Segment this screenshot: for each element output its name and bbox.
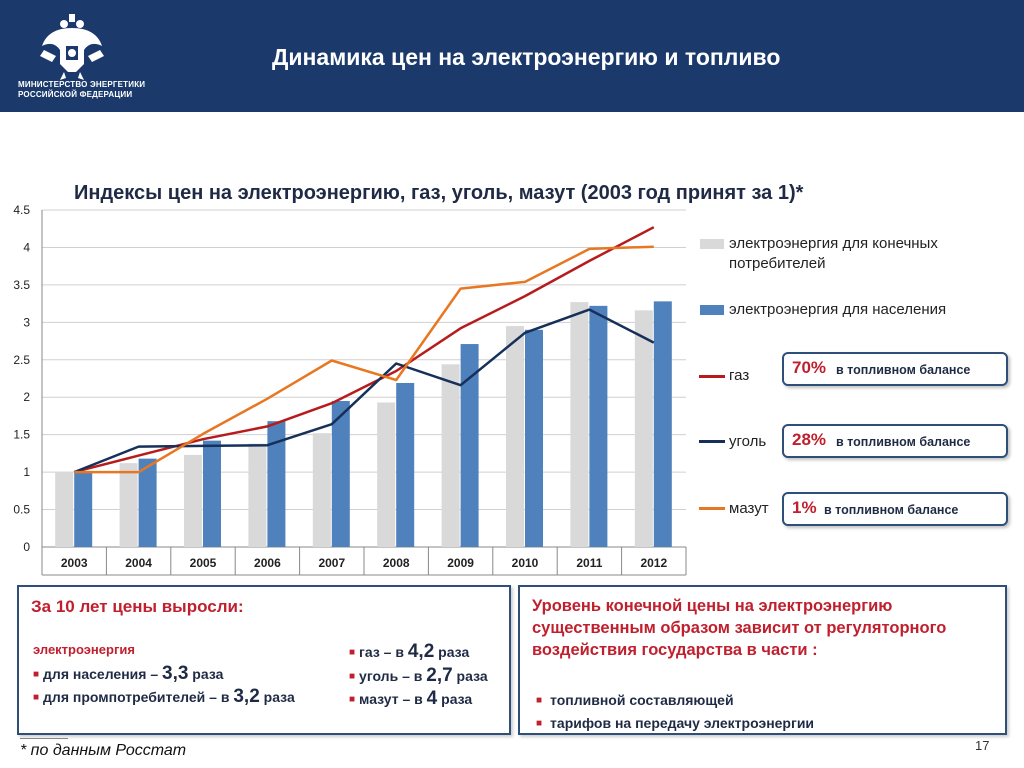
y-tick-label: 0.5 <box>13 503 30 517</box>
price-index-chart: 0 0.5 1 1.5 2 2.5 3 3.5 4 4.5 2003 2004 2005 2006 2007… <box>13 203 687 576</box>
x-tick-label: 2004 <box>125 556 152 570</box>
footnote-divider <box>20 738 68 739</box>
growth-item-fuel-oil: ■ мазут – в 4 раза <box>349 688 473 709</box>
y-tick-label: 3.5 <box>13 278 30 292</box>
x-tick-label: 2005 <box>190 556 217 570</box>
y-tick-label: 0 <box>23 540 30 554</box>
gas-share-box: 70% в топливном балансе <box>782 352 1008 386</box>
bar-end-consumers <box>377 402 396 547</box>
y-tick-label: 2.5 <box>13 353 30 367</box>
bullet-icon: ■ <box>536 695 543 706</box>
y-tick-label: 3 <box>23 315 30 329</box>
legend-population: электроэнергия для населения <box>729 301 947 318</box>
y-tick-label: 1.5 <box>13 428 30 442</box>
bar-end-consumers <box>312 433 331 547</box>
legend-swatch-fuel-oil <box>699 507 725 510</box>
electricity-subtitle: электроэнергия <box>33 642 135 657</box>
price-growth-panel: За 10 лет цены выросли: электроэнергия ■… <box>17 585 511 735</box>
legend-swatch-coal <box>699 440 725 443</box>
gas-share-pct: 70% <box>792 358 827 377</box>
bar-population <box>525 329 543 547</box>
x-tick-label: 2009 <box>447 556 474 570</box>
line-fuel-oil <box>74 245 654 474</box>
regulation-item-transmission: ■ тарифов на передачу электроэнергии <box>536 715 815 731</box>
x-tick-label: 2007 <box>318 556 345 570</box>
y-tick-label: 4.5 <box>13 203 30 217</box>
legend-swatch-gas <box>699 375 725 378</box>
bar-population <box>396 382 415 547</box>
fuel-oil-share-pct: 1% <box>792 498 817 517</box>
bar-end-consumers <box>184 454 202 547</box>
coal-share-box: 28% в топливном балансе <box>782 424 1008 458</box>
x-tick-label: 2012 <box>640 556 667 570</box>
line-gas <box>73 226 655 474</box>
bullet-icon: ■ <box>349 694 356 705</box>
gas-share-text: в топливном балансе <box>836 363 971 377</box>
x-tick-label: 2003 <box>61 556 88 570</box>
bar-population <box>653 301 672 547</box>
header-bar: МИНИСТЕРСТВО ЭНЕРГЕТИКИ РОССИЙСКОЙ ФЕДЕР… <box>0 0 1024 112</box>
ministry-name: МИНИСТЕРСТВО ЭНЕРГЕТИКИ РОССИЙСКОЙ ФЕДЕР… <box>18 80 146 99</box>
double-headed-eagle-emblem-icon <box>40 14 104 80</box>
footnote: * по данным Росстат <box>20 742 187 759</box>
bar-end-consumers <box>506 326 524 547</box>
x-tick-label: 2010 <box>512 556 539 570</box>
x-tick-label: 2011 <box>576 556 602 570</box>
y-tick-label: 4 <box>23 240 30 254</box>
bar-population <box>74 472 93 547</box>
bar-population <box>267 421 286 547</box>
legend-gas: газ <box>729 367 750 384</box>
legend-swatch-population <box>700 305 724 315</box>
growth-item-industrial: ■ для промпотребителей – в 3,2 раза <box>33 686 295 707</box>
bar-population <box>138 458 157 547</box>
legend-end-consumers: электроэнергия для конечных потребителей <box>729 235 938 272</box>
bullet-icon: ■ <box>349 671 356 682</box>
bar-population <box>203 440 221 547</box>
page-title: Динамика цен на электроэнергию и топливо <box>272 44 781 70</box>
bar-population <box>331 400 350 547</box>
legend-coal: уголь <box>729 433 767 450</box>
bar-end-consumers <box>634 310 653 547</box>
bar-end-consumers <box>441 364 460 547</box>
growth-item-coal: ■ уголь – в 2,7 раза <box>349 665 488 686</box>
bar-population <box>589 305 608 547</box>
x-tick-label: 2006 <box>254 556 281 570</box>
price-growth-title: За 10 лет цены выросли: <box>31 597 244 616</box>
legend-swatch-end-consumers <box>700 239 724 249</box>
bullet-icon: ■ <box>536 718 543 729</box>
growth-item-gas: ■ газ – в 4,2 раза <box>349 641 470 662</box>
fuel-oil-share-box: 1% в топливном балансе <box>782 492 1008 526</box>
y-tick-label: 2 <box>23 390 30 404</box>
regulation-item-fuel: ■ топливной составляющей <box>536 692 734 708</box>
regulation-panel: Уровень конечной цены на электроэнергию … <box>518 585 1007 735</box>
legend-fuel-oil: мазут <box>729 500 769 517</box>
coal-share-text: в топливном балансе <box>836 435 971 449</box>
bar-end-consumers <box>570 302 589 547</box>
chart-title: Индексы цен на электроэнергию, газ, угол… <box>74 182 804 204</box>
x-tick-label: 2008 <box>383 556 410 570</box>
bar-end-consumers <box>55 472 74 547</box>
y-tick-label: 1 <box>23 465 30 479</box>
bullet-icon: ■ <box>349 647 356 658</box>
bar-end-consumers <box>248 443 267 547</box>
bar-end-consumers <box>119 463 138 547</box>
bullet-icon: ■ <box>33 692 40 703</box>
fuel-oil-share-text: в топливном балансе <box>824 503 959 517</box>
growth-item-population: ■ для населения – 3,3 раза <box>33 663 224 684</box>
bullet-icon: ■ <box>33 669 40 680</box>
regulation-title: Уровень конечной цены на электроэнергию … <box>532 597 947 659</box>
coal-share-pct: 28% <box>792 430 827 449</box>
bar-population <box>460 344 479 547</box>
line-coal <box>73 308 655 474</box>
page-number: 17 <box>975 738 990 753</box>
